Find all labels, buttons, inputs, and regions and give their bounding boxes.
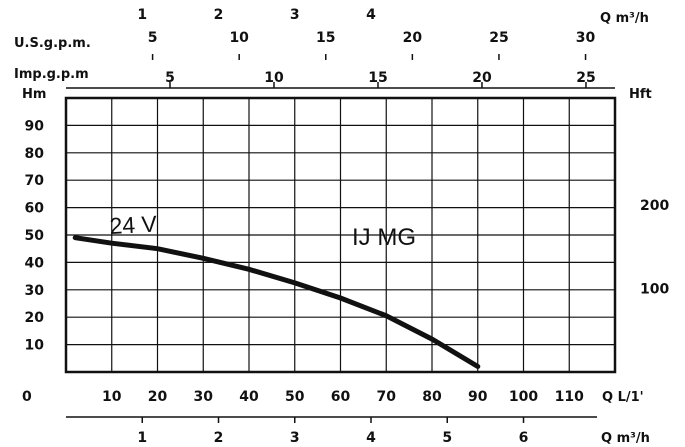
- x-tick-label-m3h: 5: [442, 430, 452, 446]
- x-tick-label-impgpm: 10: [264, 70, 284, 86]
- x-tick-label-top-m3h: 1: [137, 7, 147, 23]
- right-axis-unit: Hft: [629, 87, 652, 102]
- top-usgpm-unit: U.S.g.p.m.: [14, 36, 91, 51]
- y-tick-label-m: 50: [25, 228, 45, 244]
- x-tick-label-usgpm: 25: [489, 30, 508, 46]
- x-tick-label-lpm: 110: [555, 389, 584, 405]
- y-tick-label-m: 80: [25, 146, 45, 162]
- x-tick-label-lpm: 10: [102, 389, 122, 405]
- top-impgpm-unit: Imp.g.p.m: [14, 67, 89, 82]
- x-tick-label-m3h: 1: [137, 430, 147, 446]
- y-tick-label-ft: 100: [640, 281, 669, 297]
- x-tick-label-lpm: 40: [239, 389, 259, 405]
- x-tick-label-lpm: 80: [422, 389, 442, 405]
- x-tick-label-lpm: 70: [377, 389, 397, 405]
- origin-label: 0: [22, 389, 32, 405]
- x-tick-label-impgpm: 15: [368, 70, 387, 86]
- y-tick-label-m: 70: [25, 173, 45, 189]
- x-tick-label-lpm: 20: [148, 389, 168, 405]
- x-tick-label-lpm: 60: [331, 389, 351, 405]
- x-tick-label-usgpm: 20: [403, 30, 423, 46]
- x-tick-label-m3h: 4: [366, 430, 376, 446]
- x-tick-label-impgpm: 5: [165, 70, 175, 86]
- top-m3h-unit: Q m³/h: [600, 11, 649, 26]
- x-tick-label-top-m3h: 2: [214, 7, 224, 23]
- series-label-24v: 24 V: [109, 211, 158, 239]
- y-tick-label-m: 20: [25, 310, 45, 326]
- x-tick-label-top-m3h: 4: [366, 7, 376, 23]
- left-axis-unit: Hm: [22, 87, 46, 102]
- y-tick-label-ft: 200: [640, 198, 669, 214]
- x-tick-label-top-m3h: 3: [290, 7, 300, 23]
- x-tick-label-impgpm: 25: [576, 70, 595, 86]
- y-tick-label-m: 40: [25, 255, 45, 271]
- curve-24v: [72, 235, 481, 369]
- chart-grid: [66, 98, 615, 372]
- x-tick-label-lpm: 100: [509, 389, 538, 405]
- plot-frame: [64, 96, 617, 374]
- x-tick-label-impgpm: 20: [472, 70, 492, 86]
- x-tick-label-m3h: 3: [290, 430, 300, 446]
- x-tick-label-m3h: 6: [519, 430, 529, 446]
- x-tick-label-usgpm: 30: [576, 30, 596, 46]
- x-tick-label-lpm: 50: [285, 389, 305, 405]
- x-tick-label-lpm: 90: [468, 389, 488, 405]
- chart-title: IJ MG: [352, 224, 416, 251]
- x-tick-label-usgpm: 5: [148, 30, 158, 46]
- x-tick-label-m3h: 2: [214, 430, 224, 446]
- x-tick-label-usgpm: 15: [316, 30, 335, 46]
- y-tick-label-m: 30: [25, 283, 45, 299]
- y-tick-label-m: 10: [25, 338, 45, 354]
- y-tick-label-m: 60: [25, 201, 45, 217]
- x-tick-label-lpm: 30: [194, 389, 214, 405]
- x-tick-label-usgpm: 10: [229, 30, 249, 46]
- y-tick-label-m: 90: [25, 118, 45, 134]
- bottom-m3h-unit: Q m³/h: [601, 431, 650, 446]
- bottom-lpm-unit: Q L/1': [602, 390, 644, 405]
